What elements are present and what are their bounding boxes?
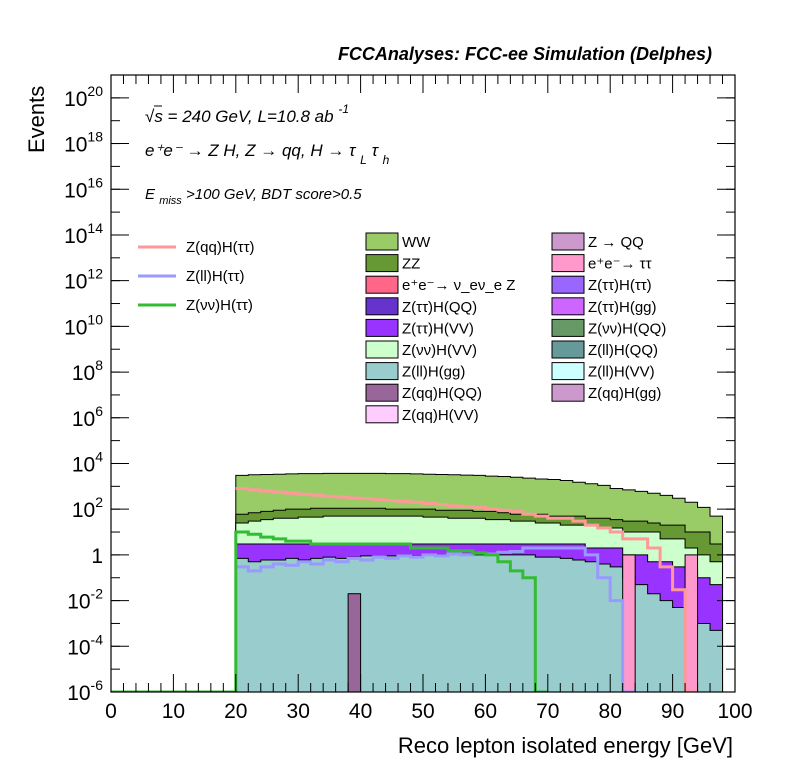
y-tick-label: 10-6	[67, 677, 103, 705]
legend-swatch-stack	[551, 362, 585, 381]
legend-label-stack: Z(ll)H(QQ)	[588, 342, 658, 359]
y-tick-label: 1	[91, 545, 103, 568]
signal-line-2	[111, 530, 548, 692]
spike-bin-2	[684, 554, 699, 692]
x-tick-label: 100	[717, 700, 752, 723]
legend-label-stack: WW	[402, 234, 431, 251]
chart-title: FCCAnalyses: FCC-ee Simulation (Delphes)	[338, 44, 712, 64]
legend-label-stack: Z(qq)H(QQ)	[402, 385, 482, 402]
y-tick-label: 1018	[64, 129, 103, 157]
annotation-cut: E miss >100 GeV, BDT score>0.5	[145, 186, 362, 208]
y-tick-label: 1014	[64, 220, 103, 248]
legend-label-stack: Z(ττ)H(gg)	[588, 299, 657, 316]
plot-area	[111, 472, 724, 692]
legend-label-stack: Z → QQ	[588, 234, 644, 251]
x-tick-label: 80	[599, 700, 622, 723]
legend-label-stack: Z(ττ)H(ττ)	[588, 277, 652, 294]
legend-swatch-stack	[551, 383, 585, 402]
y-tick-label: 10-4	[67, 631, 103, 659]
annotation-block: √s = 240 GeV, L=10.8 ab -1 e⁺e⁻ → Z H, Z…	[145, 102, 390, 208]
legend-swatch-stack	[551, 254, 585, 273]
legend-label-stack: Z(νν)H(QQ)	[588, 320, 666, 337]
legend-label-stack: e⁺e⁻→ ττ	[588, 256, 652, 273]
y-tick-label: 1010	[64, 311, 103, 339]
axes: 0 10 20 30 40 50 60 70 80 90 100102010181016101410…	[64, 74, 753, 723]
legend-swatch-stack	[551, 340, 585, 359]
legend-swatch-stack	[365, 297, 399, 316]
legend-swatch-stack	[551, 297, 585, 316]
legend-swatch-stack	[365, 405, 399, 424]
legend-label-stack: Z(ll)H(VV)	[588, 364, 655, 381]
spike-bin-1	[622, 554, 636, 692]
legend-label-signal: Z(νν)H(ττ)	[186, 297, 253, 314]
x-tick-label: 60	[474, 700, 497, 723]
y-tick-label: 108	[72, 357, 103, 385]
legend-swatch-stack	[365, 254, 399, 273]
legend-label-stack: e⁺e⁻→ ν_eν_e Z	[402, 277, 515, 294]
legend-swatch-stack	[551, 318, 585, 337]
legend-label-stack: ZZ	[402, 256, 420, 273]
legend-label-signal: Z(ll)H(ττ)	[186, 268, 245, 285]
x-axis-title: Reco lepton isolated energy [GeV]	[398, 733, 733, 758]
y-tick-label: 104	[72, 448, 103, 476]
legend-swatch-stack	[365, 318, 399, 337]
x-tick-label: 40	[349, 700, 372, 723]
annotation-process: e⁺e⁻ → Z H, Z → qq, H → τ L τ h	[145, 141, 390, 168]
legend-swatch-stack	[551, 275, 585, 294]
legend-label-stack: Z(ττ)H(VV)	[402, 320, 474, 337]
legend-label-stack: Z(ll)H(gg)	[402, 364, 465, 381]
x-tick-label: 90	[661, 700, 684, 723]
legend-swatch-stack	[365, 362, 399, 381]
annotation-energy-lumi: √s = 240 GeV, L=10.8 ab -1	[145, 102, 349, 126]
signal-line-0	[235, 487, 698, 692]
legend-label-stack: Z(ττ)H(QQ)	[402, 299, 477, 316]
y-tick-label: 106	[72, 403, 103, 431]
y-tick-label: 10-2	[67, 586, 103, 614]
y-tick-label: 1020	[64, 83, 103, 111]
legend-swatch-stack	[365, 340, 399, 359]
legend-label-stack: Z(qq)H(VV)	[402, 407, 479, 424]
y-axis-title: Events	[24, 86, 49, 153]
legend-signal: Z(qq)H(ττ) Z(ll)H(ττ) Z(νν)H(ττ)	[138, 239, 255, 314]
legend-swatch-stack	[365, 383, 399, 402]
x-tick-label: 70	[536, 700, 559, 723]
x-tick-label: 20	[224, 700, 247, 723]
legend-label-stack: Z(νν)H(VV)	[402, 342, 477, 359]
legend-swatch-stack	[551, 232, 585, 251]
legend-label-stack: Z(qq)H(gg)	[588, 385, 661, 402]
signal-line-1	[235, 546, 636, 692]
legend-swatch-stack	[365, 275, 399, 294]
y-tick-label: 102	[72, 494, 103, 522]
x-tick-label: 30	[287, 700, 310, 723]
x-tick-label: 10	[162, 700, 185, 723]
y-tick-label: 1016	[64, 174, 103, 202]
x-tick-label: 0	[105, 700, 117, 723]
legend-swatch-stack	[365, 232, 399, 251]
spike-bin-0	[347, 593, 362, 692]
legend-stack: WW ZZ e⁺e⁻→ ν_eν_e Z Z(ττ)H(QQ) Z(ττ)H(VV) Z(…	[365, 232, 666, 424]
x-tick-label: 50	[411, 700, 434, 723]
legend-label-signal: Z(qq)H(ττ)	[186, 239, 255, 256]
y-tick-label: 1012	[64, 266, 103, 294]
